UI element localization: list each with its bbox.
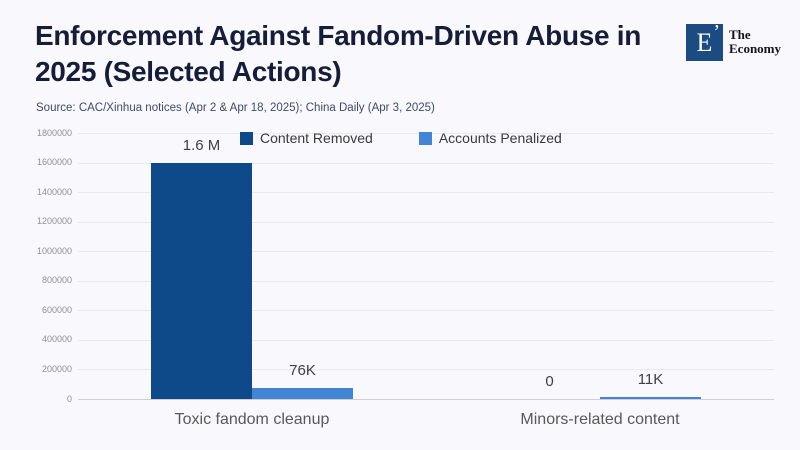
- brand-logo: E ’ The Economy: [686, 21, 781, 61]
- y-axis-tick-label: 200000: [41, 363, 72, 374]
- logo-word-line2: Economy: [729, 41, 781, 56]
- logo-accent-mark: ’: [713, 21, 720, 43]
- y-axis-tick-label: 600000: [41, 304, 72, 315]
- economy-logo-icon: E ’: [686, 21, 723, 61]
- logo-letter: E: [696, 28, 713, 57]
- y-axis-tick-label: 1400000: [36, 186, 72, 197]
- y-axis-tick-label: 800000: [41, 275, 72, 286]
- logo-wordmark: The Economy: [729, 28, 781, 56]
- source-note: Source: CAC/Xinhua notices (Apr 2 & Apr …: [36, 102, 435, 114]
- bar-series1-cat1: [151, 162, 252, 399]
- y-axis-tick-label: 1000000: [36, 245, 72, 256]
- logo-word-line1: The: [729, 27, 751, 42]
- gridline: [78, 310, 774, 312]
- gridline: [78, 369, 774, 371]
- x-axis-category-label: Minors-related content: [520, 411, 680, 428]
- legend-item: Accounts Penalized: [418, 130, 562, 146]
- y-axis-tick-label: 1600000: [36, 157, 72, 168]
- legend-label: Accounts Penalized: [438, 130, 562, 146]
- chart-legend: Content Removed Accounts Penalized: [240, 130, 562, 146]
- x-axis-category-label: Toxic fandom cleanup: [174, 411, 330, 428]
- bar-series2-cat2: [600, 397, 701, 399]
- x-axis-line: [78, 399, 774, 400]
- y-axis-tick-label: 400000: [41, 334, 72, 345]
- gridline: [78, 221, 774, 223]
- page-title: Enforcement Against Fandom-Driven Abuse …: [35, 18, 641, 90]
- page-title-line1: Enforcement Against Fandom-Driven Abuse …: [35, 20, 642, 51]
- gridline: [78, 280, 774, 282]
- page-title-line2: 2025 (Selected Actions): [35, 56, 342, 87]
- y-axis-tick-label: 1800000: [36, 127, 72, 138]
- bar-value-label: 1.6 M: [182, 136, 221, 154]
- legend-swatch-icon: [418, 131, 432, 145]
- bar-value-label: 76K: [289, 361, 316, 379]
- gridline: [78, 162, 774, 164]
- y-axis-tick-label: 1200000: [36, 216, 72, 227]
- legend-item: Content Removed: [240, 130, 373, 146]
- legend-swatch-icon: [240, 131, 253, 145]
- gridline: [78, 192, 774, 194]
- y-axis-tick-label: 0: [66, 393, 72, 404]
- gridline: [78, 251, 774, 253]
- bar-value-label: 11K: [637, 371, 664, 389]
- legend-label: Content Removed: [260, 130, 373, 146]
- bar-value-label: 0: [545, 373, 554, 390]
- bar-series2-cat1: [252, 387, 353, 399]
- gridline: [78, 339, 774, 341]
